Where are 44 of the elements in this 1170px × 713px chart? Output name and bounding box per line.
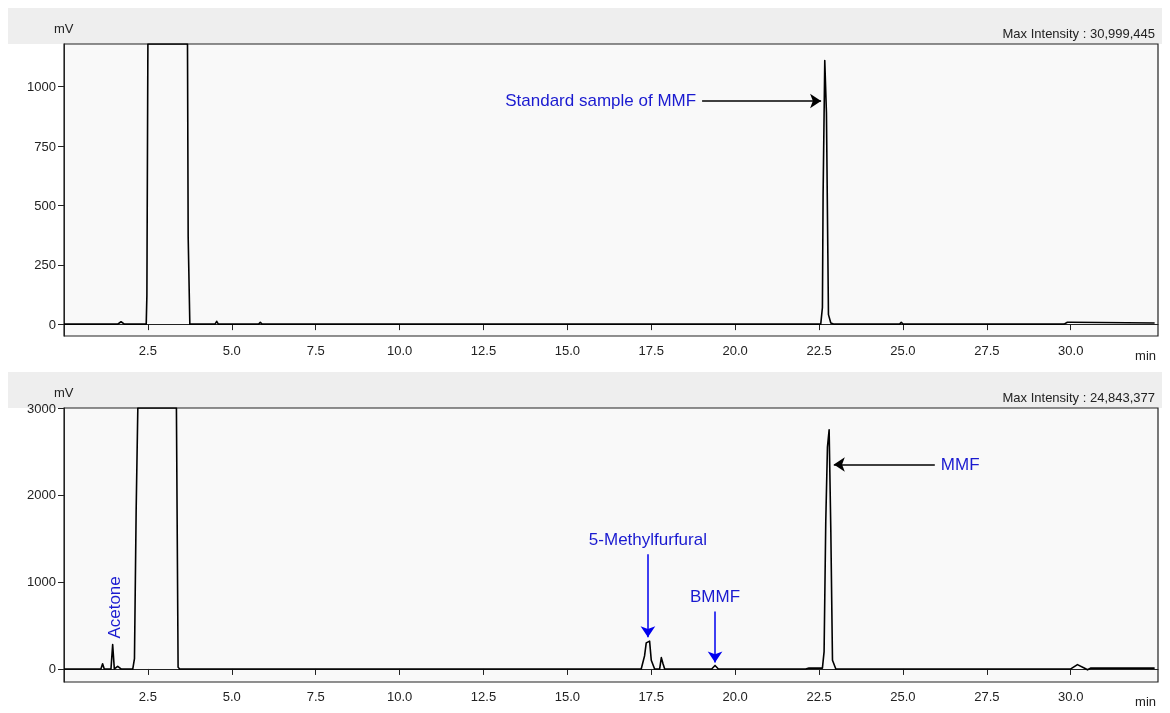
x-tick-label: 12.5 (470, 689, 497, 704)
chart-subtitle: Max Intensity : 30,999,445 (1002, 26, 1155, 41)
y-axis-title: mV (54, 385, 74, 400)
x-tick-label: 7.5 (306, 689, 325, 704)
x-tick-label: 25.0 (890, 689, 916, 704)
x-tick-label: 17.5 (638, 343, 664, 358)
chart-subtitle: Max Intensity : 24,843,377 (1002, 390, 1155, 405)
y-tick-label: 250 (34, 257, 56, 273)
x-tick-label: 12.5 (470, 343, 497, 358)
y-tick-label: 0 (48, 661, 56, 677)
x-tick-label: 10.0 (386, 343, 413, 358)
y-axis-title: mV (54, 21, 74, 36)
annotation: 5-Methylfurfural (588, 530, 707, 550)
x-tick-label: 15.0 (554, 343, 581, 358)
x-axis-title: min (1135, 348, 1157, 363)
x-tick-label: 17.5 (638, 689, 664, 704)
x-tick-label: 30.0 (1058, 343, 1084, 358)
x-tick-label: 22.5 (806, 343, 832, 358)
x-tick-label: 20.0 (722, 343, 748, 358)
x-tick-label: 27.5 (974, 689, 1000, 704)
y-tick-label: 1000 (27, 574, 56, 590)
x-tick-label: 30.0 (1058, 689, 1084, 704)
annotation: BMMF (690, 587, 741, 607)
y-tick-label: 750 (34, 138, 56, 154)
y-tick-label: 1000 (27, 79, 56, 95)
x-tick-label: 7.5 (306, 343, 325, 358)
x-tick-label: 5.0 (222, 343, 241, 358)
x-tick-label: 27.5 (974, 343, 1000, 358)
x-tick-label: 20.0 (722, 689, 748, 704)
y-tick-label: 0 (48, 316, 56, 332)
y-tick-label: 3000 (27, 400, 56, 416)
annotation: Acetone (104, 576, 124, 639)
x-tick-label: 15.0 (554, 689, 581, 704)
x-tick-label: 10.0 (386, 689, 413, 704)
y-tick-label: 500 (34, 197, 56, 213)
annotation: Standard sample of MMF (505, 91, 697, 111)
x-tick-label: 25.0 (890, 343, 916, 358)
y-tick-label: 2000 (27, 487, 56, 503)
x-axis-title: min (1135, 694, 1157, 709)
x-tick-label: 2.5 (138, 689, 157, 704)
x-tick-label: 22.5 (806, 689, 832, 704)
x-tick-label: 2.5 (138, 343, 157, 358)
x-tick-label: 5.0 (222, 689, 241, 704)
annotation: MMF (940, 455, 980, 475)
